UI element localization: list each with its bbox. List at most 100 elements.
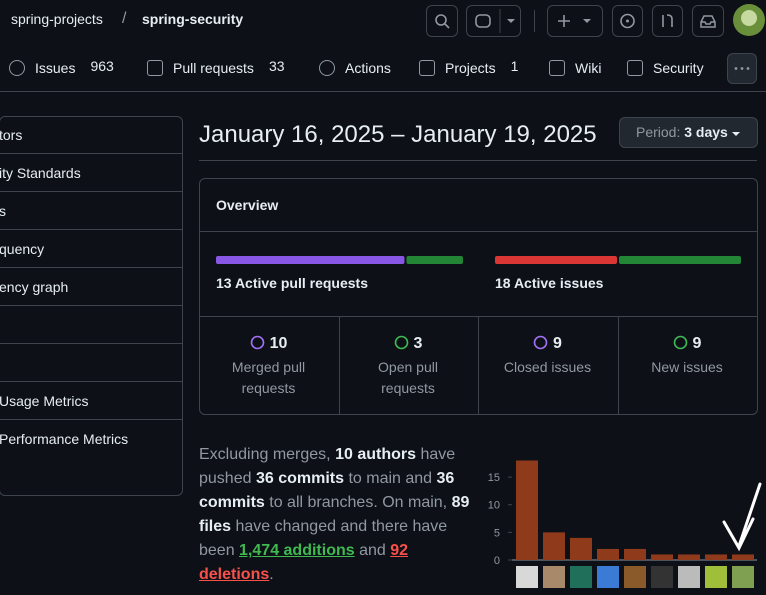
- sidebar-row[interactable]: ity Standards: [0, 154, 183, 192]
- text: .: [269, 566, 274, 583]
- active-prs: 13 Active pull requests: [216, 275, 368, 291]
- stat: 3 Open pull requests: [339, 335, 478, 399]
- nav-count: 1: [510, 58, 519, 74]
- bar: [651, 554, 673, 560]
- nav-icon: [147, 60, 163, 76]
- y-tick-label: 0: [494, 555, 500, 567]
- stat-icon: [673, 335, 687, 350]
- text: have changed and there have been: [199, 518, 448, 559]
- nav-item[interactable]: Projects: [445, 60, 496, 76]
- sidebar-row[interactable]: [0, 344, 183, 382]
- divider: [617, 317, 619, 414]
- stat-head: 3: [339, 335, 478, 357]
- files: 89 files: [199, 494, 470, 535]
- sidebar: [0, 116, 183, 496]
- nav-icon: [549, 60, 565, 76]
- nav-item[interactable]: Issues: [35, 60, 76, 76]
- text: have pushed: [199, 446, 456, 487]
- page-title: January 16, 2025 – January 19, 2025: [199, 121, 597, 148]
- issues-button[interactable]: [612, 5, 643, 37]
- progress-segment: [406, 256, 463, 264]
- caret: [731, 132, 740, 136]
- user-avatar[interactable]: [733, 4, 766, 37]
- sidebar-row[interactable]: Usage Metrics: [0, 382, 183, 420]
- copilot-button[interactable]: [466, 5, 521, 37]
- title-rule: [199, 160, 757, 161]
- stat-label: Open pull requests: [378, 359, 438, 396]
- nav-icon: [419, 60, 435, 76]
- inbox-button[interactable]: [692, 5, 724, 37]
- repo[interactable]: spring-security: [142, 11, 244, 27]
- nav-count: 963: [90, 58, 114, 74]
- stat: 9 New issues: [618, 335, 757, 378]
- stat-head: 10: [199, 335, 338, 357]
- nav-item[interactable]: Pull requests: [173, 60, 254, 76]
- overview-box: [199, 178, 758, 415]
- sidebar-row[interactable]: Performance Metrics: [0, 431, 129, 447]
- text: to main and: [348, 470, 433, 487]
- sidebar-row[interactable]: quency: [0, 230, 183, 268]
- active-issues: 18 Active issues: [495, 275, 604, 291]
- commits-main: 36 commits: [255, 470, 344, 487]
- commits-all: 36 commits: [199, 470, 455, 511]
- stat-label: Merged pull requests: [231, 359, 306, 396]
- avatar: [624, 566, 646, 588]
- icon: [558, 15, 591, 27]
- period-value: 3 days: [684, 124, 728, 140]
- bar: [624, 548, 646, 560]
- sidebar-row[interactable]: s: [0, 192, 183, 230]
- icon: [662, 14, 673, 27]
- text: Excluding merges,: [199, 446, 331, 463]
- bar: [705, 554, 727, 560]
- deletions[interactable]: 92 deletions: [199, 542, 409, 583]
- sidebar-row[interactable]: tors: [0, 116, 183, 154]
- nav-item[interactable]: Actions: [345, 60, 391, 76]
- stat-icon: [394, 335, 408, 350]
- progress-segment: [619, 256, 741, 264]
- more-button[interactable]: [727, 53, 757, 84]
- sidebar-row[interactable]: ency graph: [0, 268, 183, 306]
- stat: 10 Merged pull requests: [199, 335, 338, 399]
- stat-icon: [250, 335, 264, 350]
- sidebar-row[interactable]: [0, 306, 183, 344]
- icon: [734, 67, 750, 70]
- divider: [338, 317, 340, 414]
- stat-label: New issues: [651, 359, 723, 375]
- create-button[interactable]: [547, 5, 603, 37]
- pulls-button[interactable]: [652, 5, 683, 37]
- divider: [534, 10, 535, 32]
- text: to all branches. On main,: [269, 494, 448, 511]
- period-label: Period:: [636, 124, 681, 140]
- search-button[interactable]: [426, 5, 458, 37]
- y-tick-label: 10: [488, 500, 500, 512]
- additions[interactable]: 1,474 additions: [239, 542, 355, 559]
- bar: [732, 554, 754, 560]
- avatar: [516, 566, 538, 588]
- summary: Excluding merges, 10 authors have pushed…: [199, 443, 481, 587]
- owner[interactable]: spring-projects: [11, 11, 103, 27]
- icon: [435, 14, 450, 29]
- divider: [200, 231, 757, 232]
- divider: [200, 316, 757, 317]
- stat-value: 9: [692, 335, 702, 352]
- stat-icon: [533, 335, 548, 350]
- nav-icon: [9, 60, 25, 76]
- y-tick-label: 15: [488, 472, 500, 484]
- nav-item[interactable]: Security: [653, 60, 704, 76]
- stat-value: 10: [269, 335, 288, 352]
- period-button[interactable]: Period: 3 days: [619, 117, 758, 148]
- separator: /: [122, 10, 127, 27]
- nav-icon: [319, 60, 335, 76]
- annotation-arrow: [722, 482, 762, 552]
- authors: 10 authors: [335, 446, 416, 463]
- bar: [678, 554, 700, 560]
- nav-item[interactable]: Wiki: [575, 60, 602, 76]
- avatar: [651, 566, 673, 588]
- stat: 9 Closed issues: [478, 335, 617, 378]
- progress-segment: [495, 256, 617, 264]
- avatar: [705, 566, 727, 588]
- stat-value: 9: [553, 335, 562, 352]
- avatar: [732, 566, 754, 588]
